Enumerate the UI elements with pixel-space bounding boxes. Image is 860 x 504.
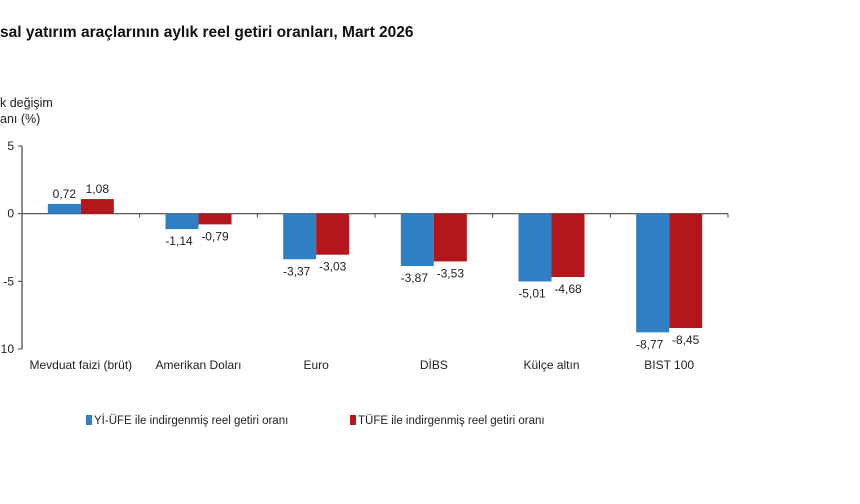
bar xyxy=(551,213,585,278)
bar xyxy=(283,213,317,260)
y-tick-label: -10 xyxy=(0,342,14,356)
bar xyxy=(80,199,114,214)
x-tick-label: DİBS xyxy=(420,358,448,372)
bar xyxy=(198,213,232,225)
legend-label: Yİ-ÜFE ile indirgenmiş reel getiri oranı xyxy=(94,414,288,427)
data-label: -3,53 xyxy=(437,266,465,280)
data-label: -1,14 xyxy=(165,234,193,248)
bar xyxy=(400,213,434,267)
legend-label: TÜFE ile indirgenmiş reel getiri oranı xyxy=(358,415,545,427)
bar xyxy=(47,203,81,214)
data-label: -0,79 xyxy=(201,229,229,243)
data-label: -3,37 xyxy=(283,264,311,278)
data-label: -4,68 xyxy=(554,282,582,296)
data-label: -8,45 xyxy=(672,333,700,347)
bar xyxy=(433,213,467,262)
bar xyxy=(669,213,703,329)
y-tick-label: 5 xyxy=(7,139,14,153)
x-tick-label: Amerikan Doları xyxy=(155,358,241,372)
y-tick-label: 0 xyxy=(7,207,14,221)
y-axis-label-line2: anı (%) xyxy=(0,112,41,126)
x-tick-label: Mevduat faizi (brüt) xyxy=(29,358,132,372)
x-tick-label: Külçe altın xyxy=(523,358,579,372)
data-label: -3,03 xyxy=(319,260,347,274)
bar xyxy=(518,213,552,282)
bar xyxy=(636,213,670,333)
y-tick-label: -5 xyxy=(3,274,14,288)
chart-title: sal yatırım araçlarının aylık reel getir… xyxy=(0,24,414,41)
bar xyxy=(165,213,199,230)
legend-swatch xyxy=(350,415,356,425)
data-label: 1,08 xyxy=(86,182,110,196)
y-axis-label-line1: k değişim xyxy=(0,96,53,110)
data-label: 0,72 xyxy=(53,187,77,201)
y-axis-label: k değişim anı (%) xyxy=(0,95,53,127)
data-label: -5,01 xyxy=(518,286,546,300)
bar xyxy=(316,213,350,255)
data-label: -3,87 xyxy=(401,271,429,285)
legend-swatch xyxy=(86,415,92,425)
x-tick-label: Euro xyxy=(303,358,329,372)
x-tick-label: BIST 100 xyxy=(644,358,694,372)
data-label: -8,77 xyxy=(636,337,664,351)
